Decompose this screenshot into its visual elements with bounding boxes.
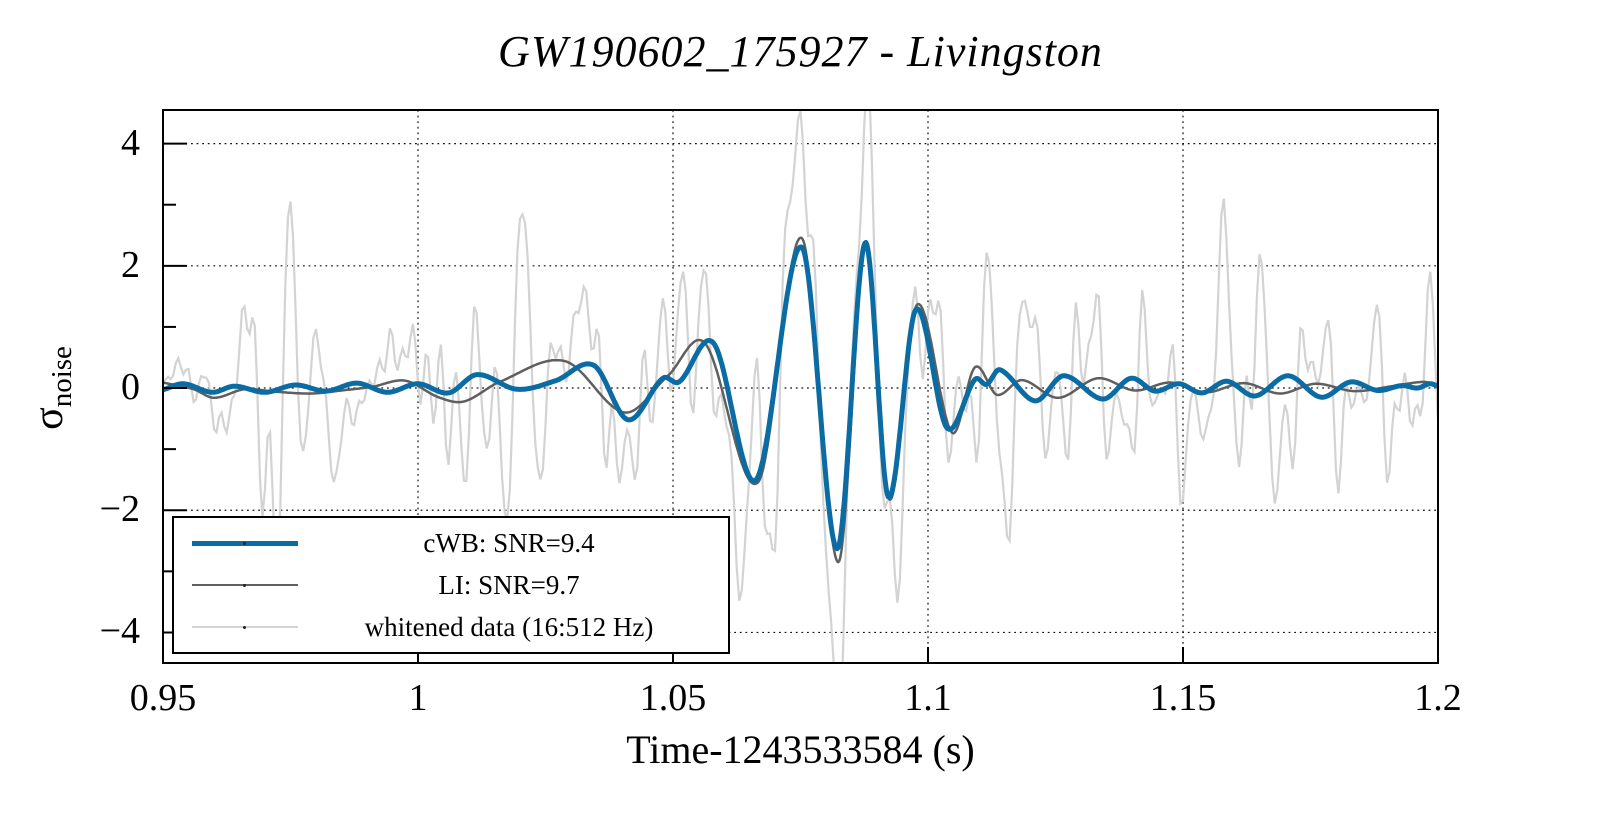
x-tick-label: 1.05 — [639, 677, 707, 719]
legend-item-li: LI: SNR=9.7 — [174, 566, 728, 604]
legend-marker-dot — [243, 583, 246, 587]
y-tick-label: 0 — [121, 366, 140, 409]
x-axis-label: Time-1243533584 (s) — [626, 727, 975, 772]
x-tick-label: 0.95 — [129, 677, 197, 719]
y-tick-label: −2 — [99, 488, 140, 531]
y-tick-label: 4 — [121, 121, 140, 164]
x-tick-label: 1.15 — [1149, 677, 1217, 719]
legend-label-cwb: cWB: SNR=9.4 — [423, 527, 595, 558]
x-tick-label: 1 — [408, 677, 428, 719]
x-tick-label: 1.2 — [1414, 677, 1462, 719]
legend-marker-dot — [243, 541, 246, 545]
legend-label-li: LI: SNR=9.7 — [438, 569, 580, 600]
legend-label-whitened: whitened data (16:512 Hz) — [364, 611, 654, 642]
legend-item-whitened: whitened data (16:512 Hz) — [174, 608, 728, 646]
y-tick-label: 2 — [121, 243, 140, 286]
x-tick-label: 1.1 — [904, 677, 952, 719]
chart-title: GW190602_175927 - Livingston — [498, 27, 1103, 76]
legend: cWB: SNR=9.4 LI: SNR=9.7 whitened data (… — [172, 516, 730, 654]
y-tick-label: −4 — [99, 610, 140, 653]
legend-marker-dot — [243, 625, 246, 629]
legend-item-cwb: cWB: SNR=9.4 — [174, 524, 728, 562]
